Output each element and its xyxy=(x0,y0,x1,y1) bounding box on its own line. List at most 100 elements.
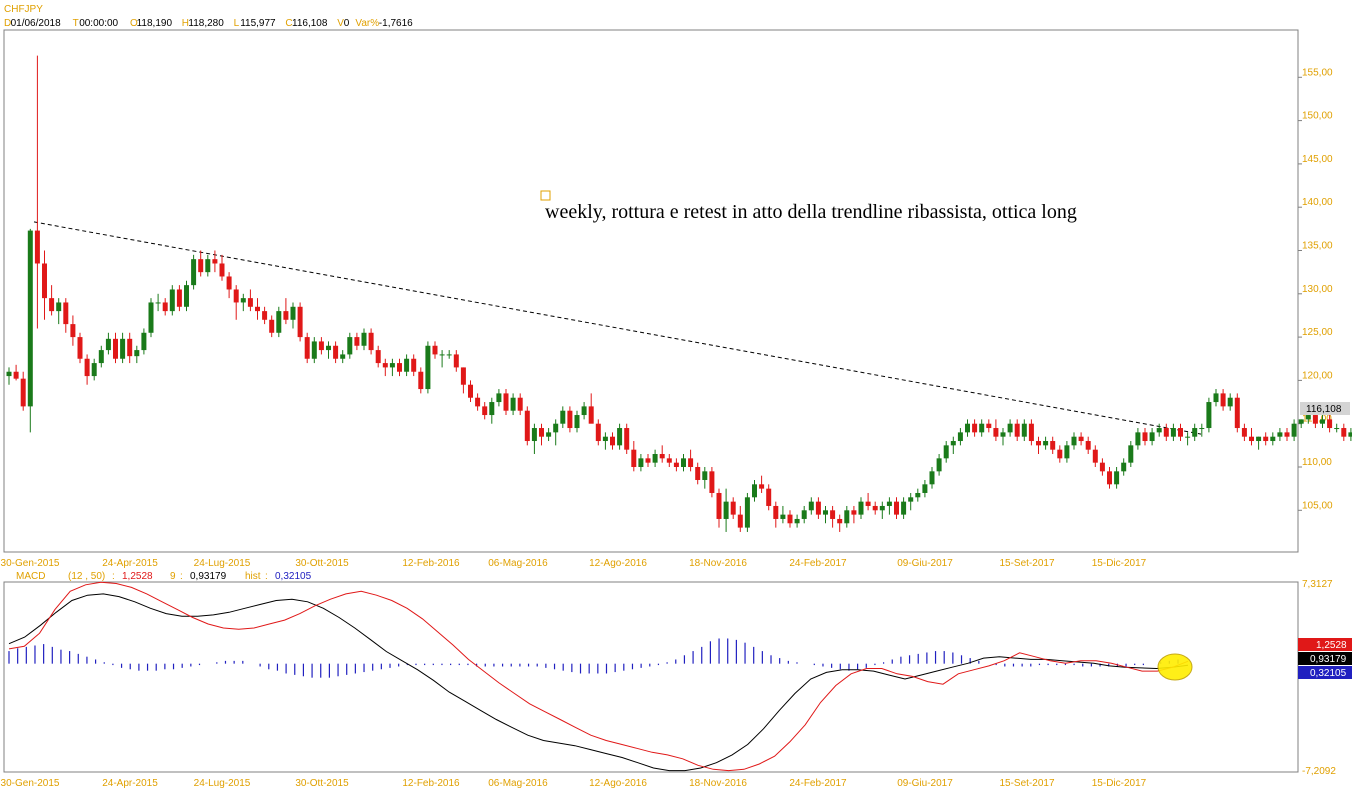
macd-legend-value: 1,2528 xyxy=(122,571,153,582)
candle-body xyxy=(141,332,147,351)
candle-body xyxy=(1348,432,1352,437)
hist-value-label: 0,32105 xyxy=(1310,668,1347,679)
header-value: 0 xyxy=(344,18,350,29)
candle-body xyxy=(702,471,708,480)
candle-body xyxy=(1057,449,1063,459)
candle-body xyxy=(936,458,942,472)
x-tick-label: 15-Set-2017 xyxy=(999,558,1054,569)
annotation-marker[interactable] xyxy=(540,190,551,201)
candle-body xyxy=(1028,423,1034,442)
svg-text::: : xyxy=(180,571,183,582)
header-value: 00:00:00 xyxy=(79,18,118,29)
candle-body xyxy=(219,263,225,277)
x-tick-label: 12-Ago-2016 xyxy=(589,778,647,789)
candle-body xyxy=(240,298,246,303)
candle-body xyxy=(872,505,878,511)
candle-body xyxy=(1043,441,1049,446)
candle-body xyxy=(1320,419,1325,424)
candle-body xyxy=(1163,428,1169,437)
candle-body xyxy=(1121,462,1127,472)
candle-body xyxy=(460,367,466,385)
macd-legend-hist-value: 0,32105 xyxy=(275,571,312,582)
candle-body xyxy=(425,345,431,390)
header-value: 118,190 xyxy=(137,18,173,29)
candle-body xyxy=(134,350,140,357)
candle-body xyxy=(1170,428,1176,437)
price-tick-label: 145,00 xyxy=(1302,154,1333,165)
candle-body xyxy=(595,423,601,442)
macd-line xyxy=(8,581,1189,772)
candle-body xyxy=(780,514,786,519)
header-key: O xyxy=(130,18,138,29)
macd-value-box xyxy=(1298,638,1352,651)
candle-body xyxy=(744,497,750,528)
candle-body xyxy=(120,338,126,359)
candle-body xyxy=(602,436,608,442)
candle-body xyxy=(794,518,800,524)
macd-legend: MACD (12 , 50) : 1,2528 9 : 0,93179 hist… xyxy=(16,571,312,582)
candle-body xyxy=(1277,432,1283,437)
candle-body xyxy=(276,311,282,333)
candle-body xyxy=(574,415,580,429)
candle-body xyxy=(929,471,935,485)
candle-body xyxy=(1327,419,1333,429)
candle-body xyxy=(943,445,949,459)
candle-body xyxy=(453,354,459,368)
price-axis: 105,00110,00115,00120,00125,00130,00135,… xyxy=(1298,67,1333,511)
candle-body xyxy=(1092,449,1098,463)
candle-body xyxy=(475,397,481,407)
candle-body xyxy=(837,518,843,524)
candle-body xyxy=(1156,428,1162,433)
candle-body xyxy=(354,337,360,346)
candle-body xyxy=(262,311,268,320)
candle-body xyxy=(1213,393,1219,403)
candle-body xyxy=(979,423,985,433)
candle-body xyxy=(155,302,161,304)
candle-body xyxy=(624,428,630,450)
candle-body xyxy=(553,423,559,433)
candle-body xyxy=(1142,432,1148,442)
candle-body xyxy=(759,484,765,489)
hist-value-box xyxy=(1298,666,1352,679)
candle-body xyxy=(148,302,154,333)
candle-body xyxy=(1270,436,1276,442)
candle-body xyxy=(1206,402,1212,429)
candle-body xyxy=(49,298,55,312)
candle-body xyxy=(333,345,339,359)
signal-line xyxy=(8,593,1189,772)
candle-body xyxy=(1021,423,1027,437)
candle-body xyxy=(524,410,530,442)
candle-body xyxy=(581,406,587,416)
candle-body xyxy=(113,338,118,359)
macd-histogram xyxy=(8,638,1179,678)
candle-body xyxy=(290,306,296,320)
x-tick-label: 30-Ott-2015 xyxy=(295,778,349,789)
candle-body xyxy=(709,471,715,493)
svg-text::: : xyxy=(265,571,268,582)
candle-body xyxy=(823,510,828,515)
candle-body xyxy=(1099,462,1105,472)
price-tick-label: 140,00 xyxy=(1302,197,1333,208)
header-value: 116,108 xyxy=(292,18,328,29)
candle-body xyxy=(1178,428,1183,437)
candle-body xyxy=(503,393,509,411)
candle-body xyxy=(766,488,772,506)
candle-body xyxy=(539,428,544,437)
x-tick-label: 15-Set-2017 xyxy=(999,778,1054,789)
candle-body xyxy=(752,484,757,498)
last-price-marker: 116,108 xyxy=(1300,402,1350,415)
x-tick-label: 06-Mag-2016 xyxy=(488,778,548,789)
candle-body xyxy=(361,332,367,346)
trendline xyxy=(33,221,1202,435)
x-tick-label: 06-Mag-2016 xyxy=(488,558,548,569)
candle-body xyxy=(808,501,814,511)
x-axis-price: 30-Gen-2015 24-Apr-2015 24-Lug-2015 30-Ott-… xyxy=(1,558,1147,569)
candle-body xyxy=(517,397,523,411)
price-tick-label: 130,00 xyxy=(1302,284,1333,295)
candle-body xyxy=(681,458,686,467)
candle-body xyxy=(1114,471,1120,485)
x-tick-label: 18-Nov-2016 xyxy=(689,558,747,569)
candle-body xyxy=(844,510,850,524)
candle-body xyxy=(13,371,19,379)
last-price-box xyxy=(1300,402,1350,415)
